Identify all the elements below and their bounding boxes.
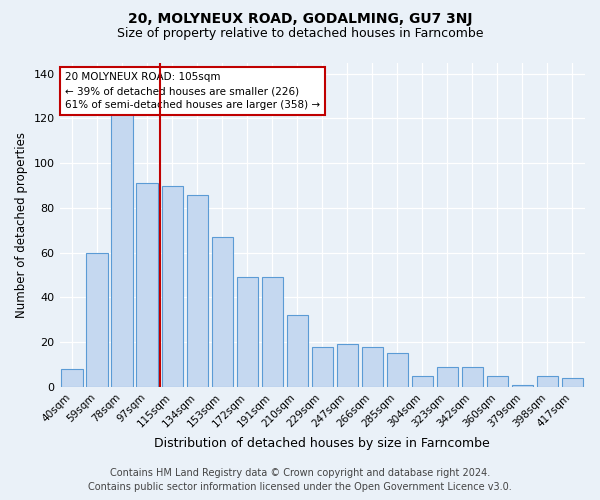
Bar (112, 108, 133, 387)
Text: Size of property relative to detached houses in Farncombe: Size of property relative to detached ho… (117, 28, 483, 40)
Bar (287, 316, 308, 387)
Bar (86, 252, 108, 387)
Text: 20 MOLYNEUX ROAD: 105sqm
← 39% of detached houses are smaller (226)
61% of semi-: 20 MOLYNEUX ROAD: 105sqm ← 39% of detach… (65, 72, 320, 110)
Bar (161, 186, 183, 387)
Bar (537, 376, 558, 387)
Bar (337, 344, 358, 387)
Bar (462, 367, 483, 387)
Bar (487, 376, 508, 387)
Bar (512, 384, 533, 387)
Bar (437, 367, 458, 387)
Bar (61, 369, 83, 387)
Bar (187, 194, 208, 387)
Bar (236, 278, 258, 387)
Text: 20, MOLYNEUX ROAD, GODALMING, GU7 3NJ: 20, MOLYNEUX ROAD, GODALMING, GU7 3NJ (128, 12, 472, 26)
Text: Contains HM Land Registry data © Crown copyright and database right 2024.
Contai: Contains HM Land Registry data © Crown c… (88, 468, 512, 492)
Bar (136, 184, 158, 387)
X-axis label: Distribution of detached houses by size in Farncombe: Distribution of detached houses by size … (154, 437, 490, 450)
Y-axis label: Number of detached properties: Number of detached properties (15, 132, 28, 318)
Bar (387, 354, 408, 387)
Bar (262, 278, 283, 387)
Bar (362, 346, 383, 387)
Bar (212, 237, 233, 387)
Bar (412, 376, 433, 387)
Bar (562, 378, 583, 387)
Bar (311, 346, 333, 387)
